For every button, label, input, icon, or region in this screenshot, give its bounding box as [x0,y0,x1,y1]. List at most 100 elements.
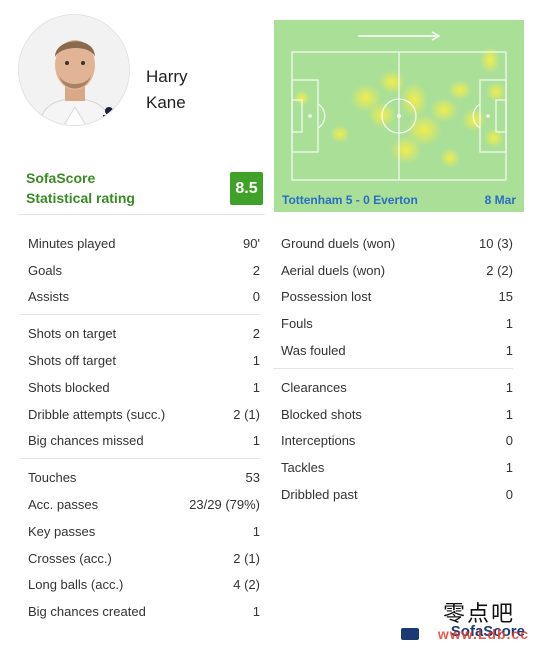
stat-label: Was fouled [281,343,346,359]
stat-value: 23/29 (79%) [189,497,260,513]
stat-label: Assists [28,289,70,305]
stat-label: Dribbled past [281,487,358,503]
heatmap-card[interactable]: Tottenham 5 - 0 Everton 8 Mar [274,20,524,212]
stat-value: 0 [505,433,513,449]
pitch-lines [291,51,507,181]
heatmap-pitch [291,31,507,181]
stats-left-column: Minutes played 90' Goals 2 Assists 0 Shots on … [20,230,260,634]
stat-group: Ground duels (won) 10 (3) Aerial duels (wo… [273,230,513,369]
stat-value: 1 [252,353,260,369]
stat-row: Ground duels (won) 10 (3) [273,230,513,257]
stat-row: Big chances missed 1 [20,428,260,455]
player-card: Harry Kane SofaScore Statistical rating … [18,14,266,214]
stat-label: Clearances [281,379,347,395]
rating-label: SofaScore Statistical rating [26,168,135,208]
player-photo [19,15,129,125]
stat-row: Assists 0 [20,284,260,311]
stat-label: Crosses (acc.) [28,550,112,566]
stat-value: 1 [505,460,513,476]
stat-label: Possession lost [281,289,372,305]
stat-value: 53 [245,470,260,486]
rating-label-brand: SofaScore [26,170,96,186]
match-score-link[interactable]: Tottenham 5 - 0 Everton [282,193,418,207]
stat-value: 2 (2) [486,262,513,278]
stat-group: Minutes played 90' Goals 2 Assists 0 [20,230,260,316]
stat-row: Interceptions 0 [273,428,513,455]
direction-arrow-icon [358,31,441,41]
stat-row: Fouls 1 [273,310,513,337]
stat-label: Tackles [281,460,325,476]
stat-value: 2 [252,262,260,278]
stat-group: Shots on target 2 Shots off target 1 Shots b… [20,320,260,460]
stat-value: 1 [252,604,260,620]
stat-row: Aerial duels (won) 2 (2) [273,257,513,284]
stat-row: Acc. passes 23/29 (79%) [20,491,260,518]
player-last-name: Kane [146,93,186,112]
watermark-url: www.Ldb.cc [437,626,529,642]
player-avatar[interactable] [18,14,130,126]
stat-label: Interceptions [281,433,356,449]
match-date: 8 Mar [484,193,516,207]
stat-row: Clearances 1 [273,374,513,401]
stat-row: Dribbled past 0 [273,481,513,508]
stat-row: Key passes 1 [20,518,260,545]
sofascore-logo-icon [401,628,419,640]
stat-label: Shots off target [28,353,116,369]
watermark: 零点吧 SofaScore www.Ldb.cc [401,596,529,644]
stat-row: Shots blocked 1 [20,374,260,401]
stat-label: Blocked shots [281,406,362,422]
stat-value: 1 [505,379,513,395]
stat-label: Touches [28,470,77,486]
stat-label: Goals [28,262,62,278]
stat-value: 0 [252,289,260,305]
stat-value: 4 (2) [233,577,260,593]
stat-value: 1 [252,523,260,539]
stat-group: Touches 53 Acc. passes 23/29 (79%) Key passe… [20,464,260,629]
stat-row: Minutes played 90' [20,230,260,257]
stats-right-column: Ground duels (won) 10 (3) Aerial duels (wo… [273,230,513,517]
match-info-bar[interactable]: Tottenham 5 - 0 Everton 8 Mar [274,188,524,212]
stat-value: 15 [498,289,513,305]
player-first-name: Harry [146,67,188,86]
watermark-chinese-text: 零点吧 [442,602,515,627]
stat-label: Shots blocked [28,379,110,395]
stat-value: 1 [252,433,260,449]
stat-group: Clearances 1 Blocked shots 1 Interceptions 0 T… [273,374,513,512]
stat-row: Goals 2 [20,257,260,284]
stat-row: Dribble attempts (succ.) 2 (1) [20,401,260,428]
stat-value: 90' [243,235,260,251]
stat-row: Was fouled 1 [273,337,513,364]
stat-value: 1 [505,343,513,359]
stat-value: 2 (1) [233,406,260,422]
rating-label-text: Statistical rating [26,190,135,206]
stat-row: Touches 53 [20,464,260,491]
stat-label: Shots on target [28,326,117,342]
stat-value: 1 [252,379,260,395]
stat-label: Big chances created [28,604,146,620]
stat-value: 2 [252,326,260,342]
stat-row: Big chances created 1 [20,598,260,625]
stat-label: Acc. passes [28,497,99,513]
stat-label: Ground duels (won) [281,235,396,251]
stat-label: Big chances missed [28,433,144,449]
stat-row: Shots off target 1 [20,347,260,374]
rating-badge: 8.5 [230,172,263,205]
stat-value: 1 [505,316,513,332]
stat-row: Shots on target 2 [20,320,260,347]
stat-value: 2 (1) [233,550,260,566]
stat-row: Long balls (acc.) 4 (2) [20,572,260,599]
divider [18,214,265,215]
stat-label: Fouls [281,316,313,332]
stat-label: Aerial duels (won) [281,262,386,278]
heat-blobs [294,46,506,168]
stat-label: Dribble attempts (succ.) [28,406,166,422]
stat-row: Blocked shots 1 [273,401,513,428]
stat-label: Key passes [28,523,96,539]
stat-row: Crosses (acc.) 2 (1) [20,545,260,572]
stat-value: 0 [505,487,513,503]
stat-row: Tackles 1 [273,454,513,481]
player-name[interactable]: Harry Kane [146,64,188,116]
stat-value: 10 (3) [479,235,513,251]
stat-value: 1 [505,406,513,422]
stat-row: Possession lost 15 [273,284,513,311]
